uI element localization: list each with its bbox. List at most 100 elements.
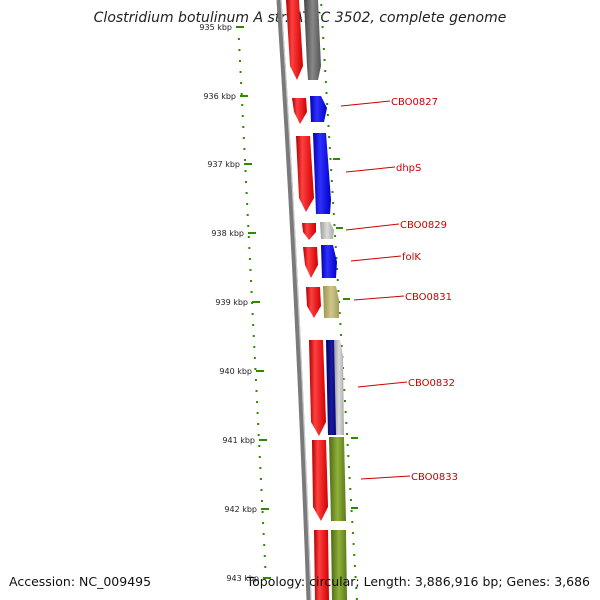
ruler-tick xyxy=(236,26,244,28)
track-dot xyxy=(332,213,335,215)
gene-label[interactable]: dhpS xyxy=(396,163,421,174)
ruler-dot xyxy=(245,181,248,183)
feature-arrow-blue[interactable] xyxy=(313,133,331,214)
track-dot xyxy=(349,488,352,490)
feature-arrow-gray[interactable] xyxy=(334,340,344,435)
gene-label[interactable]: folK xyxy=(402,252,421,263)
ruler-dot xyxy=(243,148,246,150)
ruler-dot xyxy=(248,247,251,249)
gene-label-leader xyxy=(345,166,396,173)
ruler-dot xyxy=(242,137,245,139)
track-dot xyxy=(340,345,343,347)
feature-arrow-blue[interactable] xyxy=(310,96,327,122)
track-dot xyxy=(335,257,338,259)
ruler-tick-label: 939 kbp xyxy=(215,298,248,307)
gene-label[interactable]: CBO0829 xyxy=(400,220,447,231)
feature-arrow-blue[interactable] xyxy=(321,245,337,278)
gene-label-leader xyxy=(353,295,405,301)
track-dot xyxy=(324,81,327,83)
track-tick xyxy=(336,227,343,229)
track-dot xyxy=(339,323,342,325)
gene-label[interactable]: CBO0831 xyxy=(405,292,452,303)
ruler-dot xyxy=(238,49,241,51)
gene-label-leader xyxy=(340,100,391,107)
track-dot xyxy=(322,37,325,39)
track-dot xyxy=(354,576,357,578)
track-dot xyxy=(340,334,343,336)
track-dot xyxy=(336,268,339,270)
track-dot xyxy=(327,125,330,127)
ruler-dot xyxy=(259,467,262,469)
ruler-dot xyxy=(239,60,241,62)
ruler-dot xyxy=(257,423,260,425)
track-dot xyxy=(334,235,337,237)
track-dot xyxy=(321,26,324,28)
ruler-tick-label: 935 kbp xyxy=(199,23,232,32)
ruler-dot xyxy=(252,335,255,337)
ruler-dot xyxy=(246,203,249,205)
gene-label-leader xyxy=(360,475,411,480)
track-dot xyxy=(326,103,329,105)
track-tick xyxy=(333,158,340,160)
track-dot xyxy=(329,158,332,160)
feature-arrow-khaki[interactable] xyxy=(323,286,339,318)
track-dot xyxy=(355,587,358,589)
track-dot xyxy=(347,455,350,457)
ruler-dot xyxy=(252,324,255,326)
ruler-tick xyxy=(248,232,256,234)
ruler-dotted-line xyxy=(237,38,267,568)
coordinate-ruler: 935 kbp 936 kbp 937 kbp 938 kbp 939 kbp 940 k… xyxy=(199,23,271,583)
feature-arrow-olive[interactable] xyxy=(329,437,346,521)
ruler-tick xyxy=(263,577,271,579)
feature-arrow-red[interactable] xyxy=(312,440,328,521)
track-dot xyxy=(325,92,328,94)
track-tick xyxy=(351,507,358,509)
ruler-dot xyxy=(258,445,261,447)
feature-arrow-red[interactable] xyxy=(306,287,321,318)
track-dot xyxy=(320,15,323,17)
ruler-dot xyxy=(251,313,254,315)
track-dot xyxy=(345,422,348,424)
topology-text: Topology: circular; Length: 3,886,916 bp… xyxy=(246,574,590,589)
gene-label-leader xyxy=(350,255,402,262)
ruler-dot xyxy=(255,390,258,392)
ruler-dot xyxy=(257,434,260,436)
feature-arrow-red[interactable] xyxy=(286,0,303,80)
ruler-dot xyxy=(253,357,256,359)
gene-label[interactable]: CBO0827 xyxy=(391,97,438,108)
ruler-tick xyxy=(256,370,264,372)
feature-arrow-red[interactable] xyxy=(314,530,329,600)
track-dot xyxy=(355,598,358,600)
feature-arrow-gray[interactable] xyxy=(304,0,321,80)
track-dot xyxy=(353,554,356,556)
ruler-dot xyxy=(261,500,263,502)
ruler-tick-label: 940 kbp xyxy=(219,367,252,376)
ruler-dot xyxy=(241,104,244,106)
feature-arrow-red[interactable] xyxy=(296,136,314,212)
track-dot xyxy=(353,565,356,567)
ruler-dot xyxy=(263,555,266,557)
ruler-tick xyxy=(261,508,269,510)
track-dot xyxy=(349,499,352,501)
feature-arrow-olive[interactable] xyxy=(331,530,347,600)
feature-arrow-red[interactable] xyxy=(292,98,307,124)
feature-arrow-red[interactable] xyxy=(303,247,318,278)
feature-arrow-gray[interactable] xyxy=(320,222,334,239)
ruler-tick-label: 941 kbp xyxy=(222,436,255,445)
track-dot xyxy=(343,389,346,391)
feature-arrow-red[interactable] xyxy=(302,223,316,240)
gene-label[interactable]: CBO0832 xyxy=(408,378,455,389)
track-dot xyxy=(326,114,329,116)
track-dot xyxy=(332,202,335,204)
ruler-dot xyxy=(250,291,253,293)
feature-arrow-navy[interactable] xyxy=(326,340,337,435)
track-tick xyxy=(351,437,358,439)
ruler-tick xyxy=(244,163,252,165)
track-dot xyxy=(346,444,349,446)
ruler-dot xyxy=(248,258,251,260)
track-dot xyxy=(350,510,353,512)
ruler-dot xyxy=(254,368,257,370)
gene-label[interactable]: CBO0833 xyxy=(411,472,458,483)
feature-arrow-red[interactable] xyxy=(309,340,326,436)
track-tick xyxy=(343,298,350,300)
